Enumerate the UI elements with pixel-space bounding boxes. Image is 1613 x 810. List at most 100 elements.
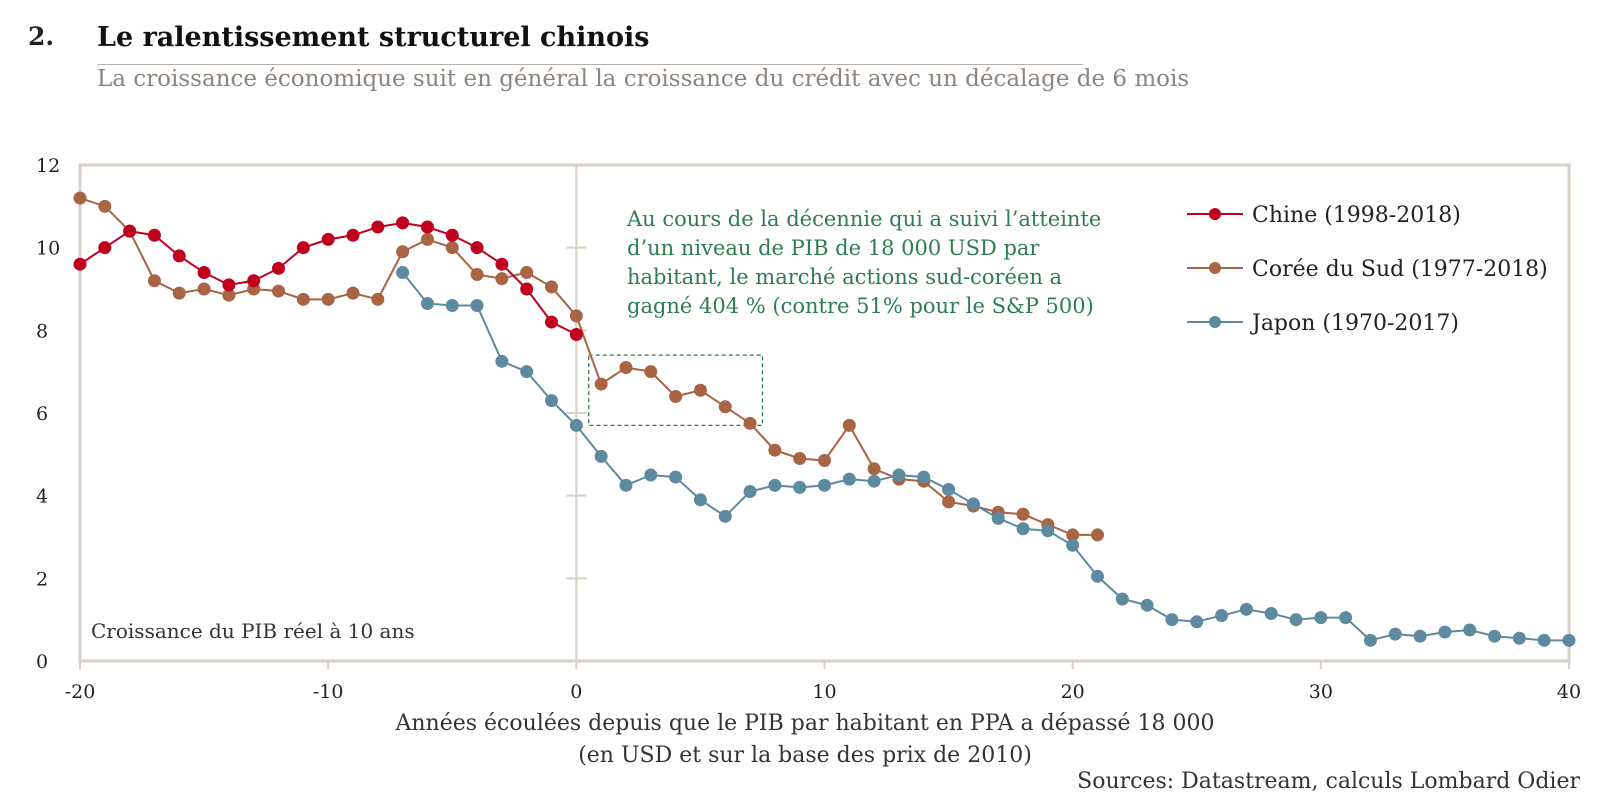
legend-label-coree: Corée du Sud (1977-2018) bbox=[1252, 257, 1548, 282]
data-point bbox=[1314, 611, 1328, 625]
data-point bbox=[942, 495, 956, 509]
legend-marker-japon bbox=[1209, 316, 1221, 328]
data-point bbox=[445, 299, 459, 313]
data-point bbox=[272, 284, 286, 298]
data-point bbox=[1537, 633, 1551, 647]
data-point bbox=[1488, 629, 1502, 643]
data-point bbox=[98, 199, 112, 213]
data-point bbox=[1239, 602, 1253, 616]
data-point bbox=[818, 478, 831, 492]
data-point bbox=[892, 468, 906, 482]
x-tick-label: 40 bbox=[1557, 681, 1581, 703]
data-point bbox=[669, 389, 683, 403]
data-point bbox=[321, 292, 335, 306]
x-tick-label: 10 bbox=[812, 681, 836, 703]
data-point bbox=[123, 224, 137, 238]
legend-label-japon: Japon (1970-2017) bbox=[1250, 311, 1459, 336]
chart-number: 2. bbox=[28, 22, 55, 51]
data-point bbox=[470, 241, 484, 255]
data-point bbox=[1090, 528, 1104, 542]
series-0 bbox=[73, 216, 583, 341]
data-point bbox=[644, 365, 658, 379]
legend: Chine (1998-2018) Corée du Sud (1977-201… bbox=[1187, 203, 1548, 336]
x-tick-label: 30 bbox=[1309, 681, 1333, 703]
data-point bbox=[545, 315, 559, 329]
data-point bbox=[644, 468, 658, 482]
data-point bbox=[1388, 627, 1402, 641]
chart-subtitle: La croissance économique suit en général… bbox=[97, 66, 1190, 92]
y-tick-label: 8 bbox=[36, 320, 48, 342]
data-point bbox=[371, 292, 385, 306]
data-point bbox=[619, 478, 633, 492]
data-point bbox=[520, 365, 534, 379]
data-point bbox=[197, 282, 211, 296]
data-point bbox=[247, 274, 261, 288]
y-tick-label: 4 bbox=[36, 486, 48, 508]
data-point bbox=[1066, 528, 1080, 542]
data-point bbox=[867, 462, 881, 476]
legend-label-chine: Chine (1998-2018) bbox=[1252, 203, 1461, 228]
data-point bbox=[594, 449, 608, 463]
data-point bbox=[743, 485, 757, 499]
legend-marker-coree bbox=[1209, 262, 1221, 274]
data-point bbox=[569, 418, 583, 432]
data-point bbox=[520, 265, 534, 279]
x-tick-label: 0 bbox=[570, 681, 582, 703]
data-point bbox=[793, 451, 807, 465]
data-point bbox=[495, 257, 509, 271]
data-point bbox=[296, 241, 310, 255]
data-point bbox=[693, 493, 707, 507]
data-point bbox=[495, 354, 509, 368]
data-point bbox=[545, 280, 559, 294]
data-point bbox=[1339, 611, 1353, 625]
data-point bbox=[718, 509, 732, 523]
data-point bbox=[842, 418, 856, 432]
y-tick-label: 12 bbox=[36, 155, 60, 177]
data-point bbox=[768, 478, 782, 492]
data-point bbox=[818, 454, 831, 468]
annotation: Au cours de la décennie qui a suivi l’at… bbox=[626, 207, 1101, 318]
x-tick-label: -10 bbox=[313, 681, 344, 703]
data-point bbox=[396, 216, 410, 230]
data-point bbox=[420, 220, 434, 234]
highlight-box bbox=[588, 354, 764, 427]
data-point bbox=[793, 480, 807, 494]
data-point bbox=[147, 274, 161, 288]
data-point bbox=[545, 394, 559, 408]
data-point bbox=[966, 497, 980, 511]
data-point bbox=[1016, 522, 1030, 536]
data-point bbox=[718, 400, 732, 414]
y-tick-label: 0 bbox=[36, 651, 48, 673]
x-axis-title-line1: Années écoulées depuis que le PIB par ha… bbox=[394, 711, 1214, 736]
data-point bbox=[1264, 606, 1278, 620]
chart-title: Le ralentissement structurel chinois bbox=[97, 22, 650, 53]
sources-note: Sources: Datastream, calculs Lombard Odi… bbox=[1077, 769, 1580, 794]
data-point bbox=[470, 299, 484, 313]
data-point bbox=[73, 257, 87, 271]
data-point bbox=[147, 228, 161, 242]
data-point bbox=[1115, 592, 1129, 606]
data-point bbox=[942, 482, 956, 496]
data-point bbox=[1438, 625, 1452, 639]
data-point bbox=[222, 288, 236, 302]
inner-axis-label: Croissance du PIB réel à 10 ans bbox=[91, 619, 415, 643]
data-point bbox=[197, 265, 211, 279]
data-point bbox=[222, 278, 236, 292]
data-point bbox=[1066, 538, 1080, 552]
data-point bbox=[321, 232, 335, 246]
data-point bbox=[1140, 598, 1154, 612]
data-point bbox=[1016, 507, 1030, 521]
data-point bbox=[1363, 633, 1377, 647]
data-point bbox=[172, 249, 186, 263]
data-point bbox=[569, 309, 583, 323]
data-point bbox=[569, 327, 583, 341]
data-point bbox=[594, 377, 608, 391]
data-point bbox=[420, 296, 434, 310]
data-point bbox=[445, 228, 459, 242]
data-point bbox=[470, 268, 484, 282]
data-point bbox=[1215, 609, 1229, 623]
data-point bbox=[73, 191, 87, 205]
data-point bbox=[693, 383, 707, 397]
data-point bbox=[1165, 613, 1179, 627]
